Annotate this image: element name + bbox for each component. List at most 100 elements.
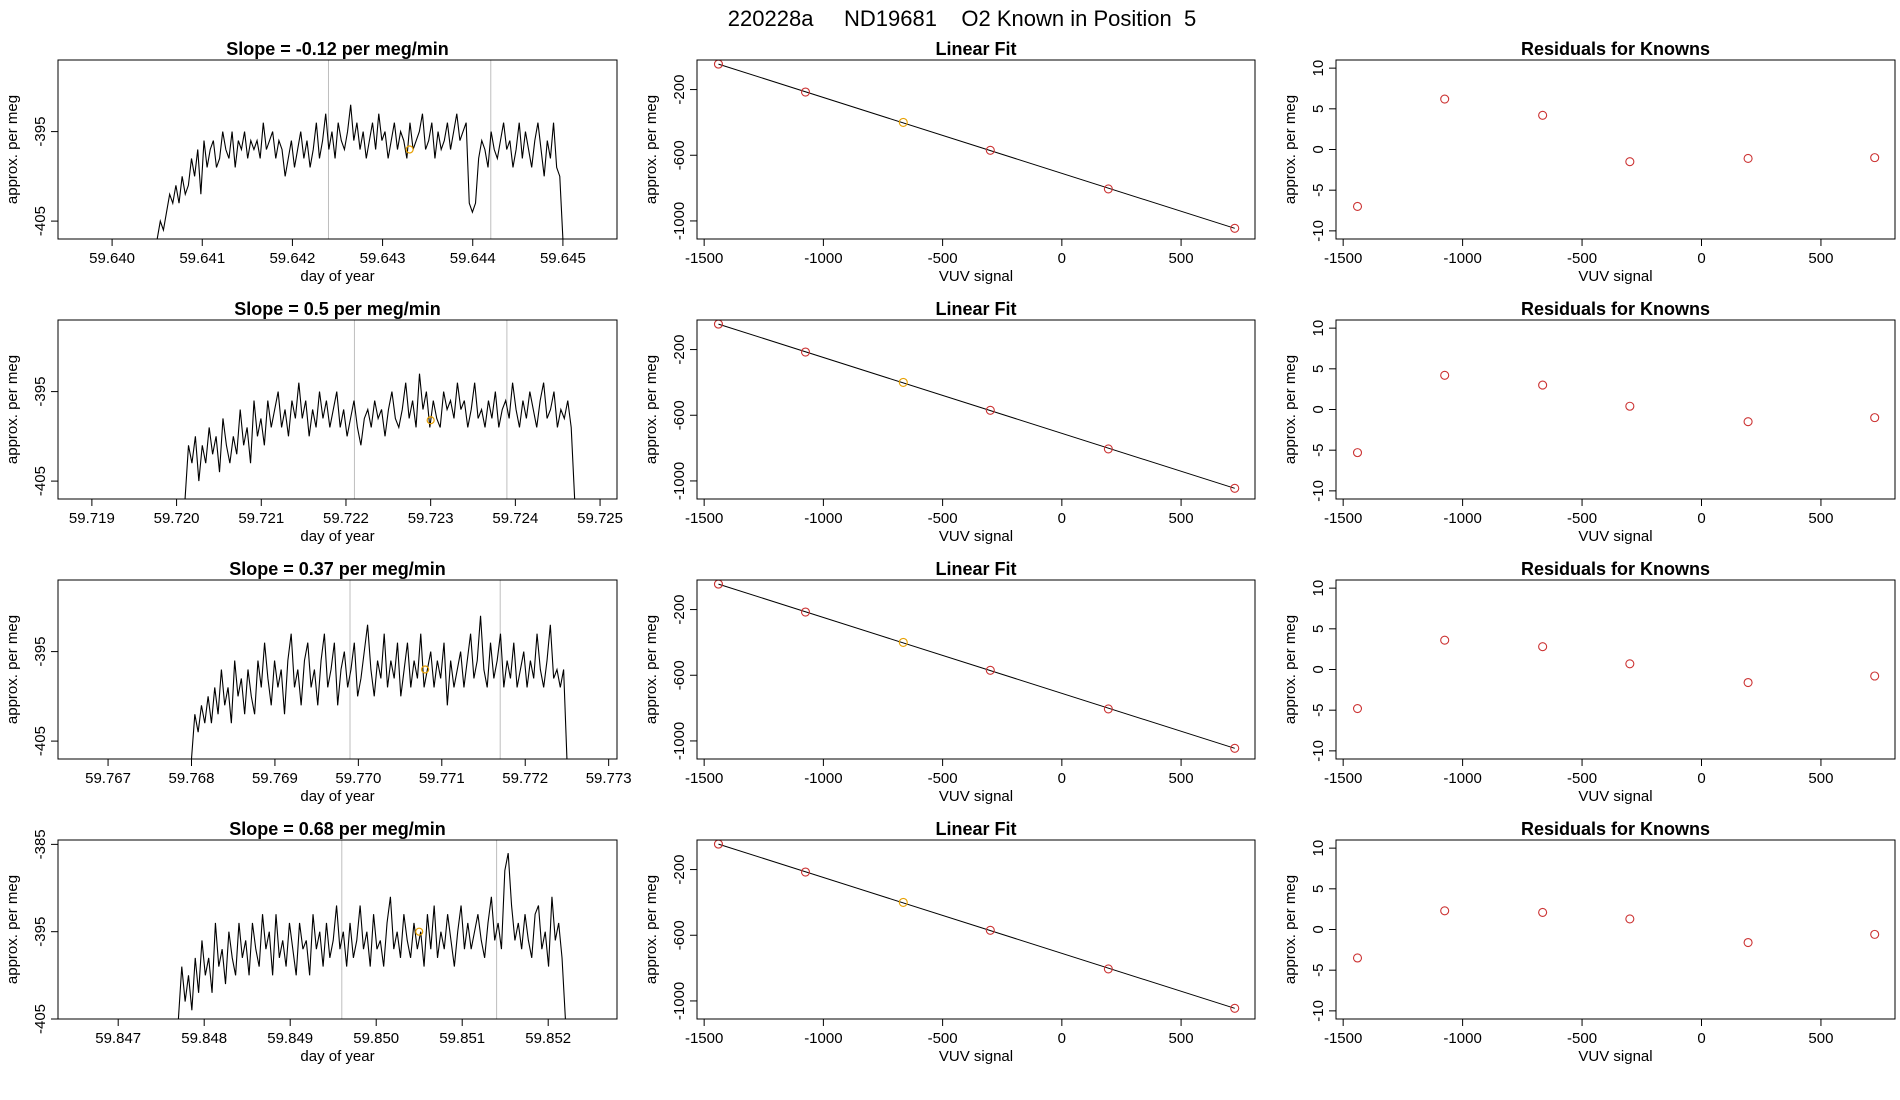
plot-frame [57,59,618,240]
data-point [1230,1003,1240,1013]
y-tick-label: 10 [1310,60,1327,77]
y-tick-label: -395 [32,917,49,947]
y-tick-label: -10 [1310,740,1327,762]
x-tick-label: 59.720 [154,510,200,527]
y-tick-label: -5 [1310,964,1327,977]
data-point [1103,704,1113,714]
data-layer [713,60,1240,233]
y-tick-label: 10 [1310,580,1327,597]
x-tick-label: -1500 [685,510,723,527]
data-point [1625,157,1635,167]
y-tick-label: -10 [1310,220,1327,242]
x-tick-label: 59.767 [85,770,131,787]
x-tick-label: -500 [928,510,958,527]
series-line [177,852,566,1019]
data-point [1440,906,1450,916]
y-tick-label: -200 [671,75,688,105]
data-point [1870,153,1880,163]
x-axis-label: VUV signal [939,528,1013,545]
y-axis-label: approx. per meg [4,95,21,204]
x-tick-label: -1000 [1443,510,1481,527]
x-tick-label: 59.724 [492,510,538,527]
x-tick-label: -1000 [804,770,842,787]
x-tick-label: 500 [1169,510,1194,527]
x-tick-label: 500 [1169,250,1194,267]
x-axis-label: VUV signal [1578,788,1652,805]
y-tick-label: 0 [1310,405,1327,413]
fit-line [718,843,1235,1009]
data-layer [1352,635,1880,714]
x-axis-label: day of year [300,528,374,545]
x-tick-label: 59.847 [95,1030,141,1047]
x-tick-label: -1000 [804,250,842,267]
x-tick-label: 0 [1058,1030,1066,1047]
x-tick-label: 59.771 [419,770,465,787]
x-tick-label: -500 [1567,250,1597,267]
panel-grid: Slope = -0.12 per meg/min 59.640 59.641 59.… [4,39,1896,1065]
data-point [1743,677,1753,688]
x-tick-label: 59.768 [169,770,215,787]
x-tick-label: 59.770 [335,770,381,787]
x-tick-label: 59.640 [89,250,135,267]
x-tick-label: 0 [1058,510,1066,527]
x-tick-label: 59.852 [525,1030,571,1047]
panel-2-2: Residuals for Knowns -1500 -1000 -500 0 500 VU… [1282,559,1896,805]
x-tick-label: 500 [1169,770,1194,787]
x-axis-label: VUV signal [939,1048,1013,1065]
data-point [1538,642,1548,652]
y-tick-label: -405 [32,1004,49,1034]
data-point [1743,417,1753,427]
panel-title: Slope = 0.68 per meg/min [229,819,446,839]
x-tick-label: 59.848 [181,1030,227,1047]
data-layer [713,320,1240,493]
x-tick-label: 59.643 [360,250,406,267]
y-tick-label: -10 [1310,1000,1327,1022]
panel-title: Residuals for Knowns [1521,299,1710,319]
y-axis-label: approx. per meg [4,615,21,724]
y-tick-label: 10 [1310,320,1327,337]
x-tick-label: 0 [1697,1030,1705,1047]
x-tick-label: -500 [1567,1030,1597,1047]
x-tick-label: 0 [1697,250,1705,267]
y-tick-label: -600 [671,660,688,690]
panel-title: Linear Fit [935,819,1016,839]
y-tick-label: -5 [1310,704,1327,717]
x-axis-label: VUV signal [939,268,1013,285]
data-layer [184,373,576,499]
x-tick-label: 0 [1697,770,1705,787]
x-tick-label: -500 [1567,510,1597,527]
series-line [156,104,564,239]
x-tick-label: 59.849 [267,1030,313,1047]
x-tick-label: 500 [1808,1030,1833,1047]
x-tick-label: -1500 [1324,1030,1362,1047]
x-tick-label: 500 [1808,510,1833,527]
y-tick-label: -600 [671,140,688,170]
x-tick-label: 0 [1697,510,1705,527]
y-axis-label: approx. per meg [4,355,21,464]
data-point [1230,743,1240,753]
x-tick-label: 59.721 [238,510,284,527]
y-tick-label: -405 [32,466,49,496]
x-tick-label: 59.723 [408,510,454,527]
data-point [1103,444,1113,454]
x-tick-label: 59.773 [586,770,632,787]
data-point [985,405,995,415]
y-tick-label: 5 [1310,105,1327,113]
panel-3-1: Linear Fit -1500 -1000 -500 0 500 VUV signal -2… [643,819,1256,1065]
y-tick-label: -395 [32,637,49,667]
data-layer [177,852,566,1019]
data-point [1743,937,1753,948]
data-layer [1352,906,1880,963]
data-point [1440,370,1450,380]
y-axis-label: approx. per meg [643,615,660,724]
data-point [1625,401,1635,411]
data-point [1352,201,1363,212]
data-point [800,867,811,877]
highlight-point [426,416,435,425]
x-tick-label: 59.725 [577,510,623,527]
data-point [1230,223,1240,233]
series-line [190,615,568,759]
panel-title: Slope = 0.5 per meg/min [234,299,441,319]
x-axis-label: day of year [300,788,374,805]
data-point [1440,635,1450,645]
